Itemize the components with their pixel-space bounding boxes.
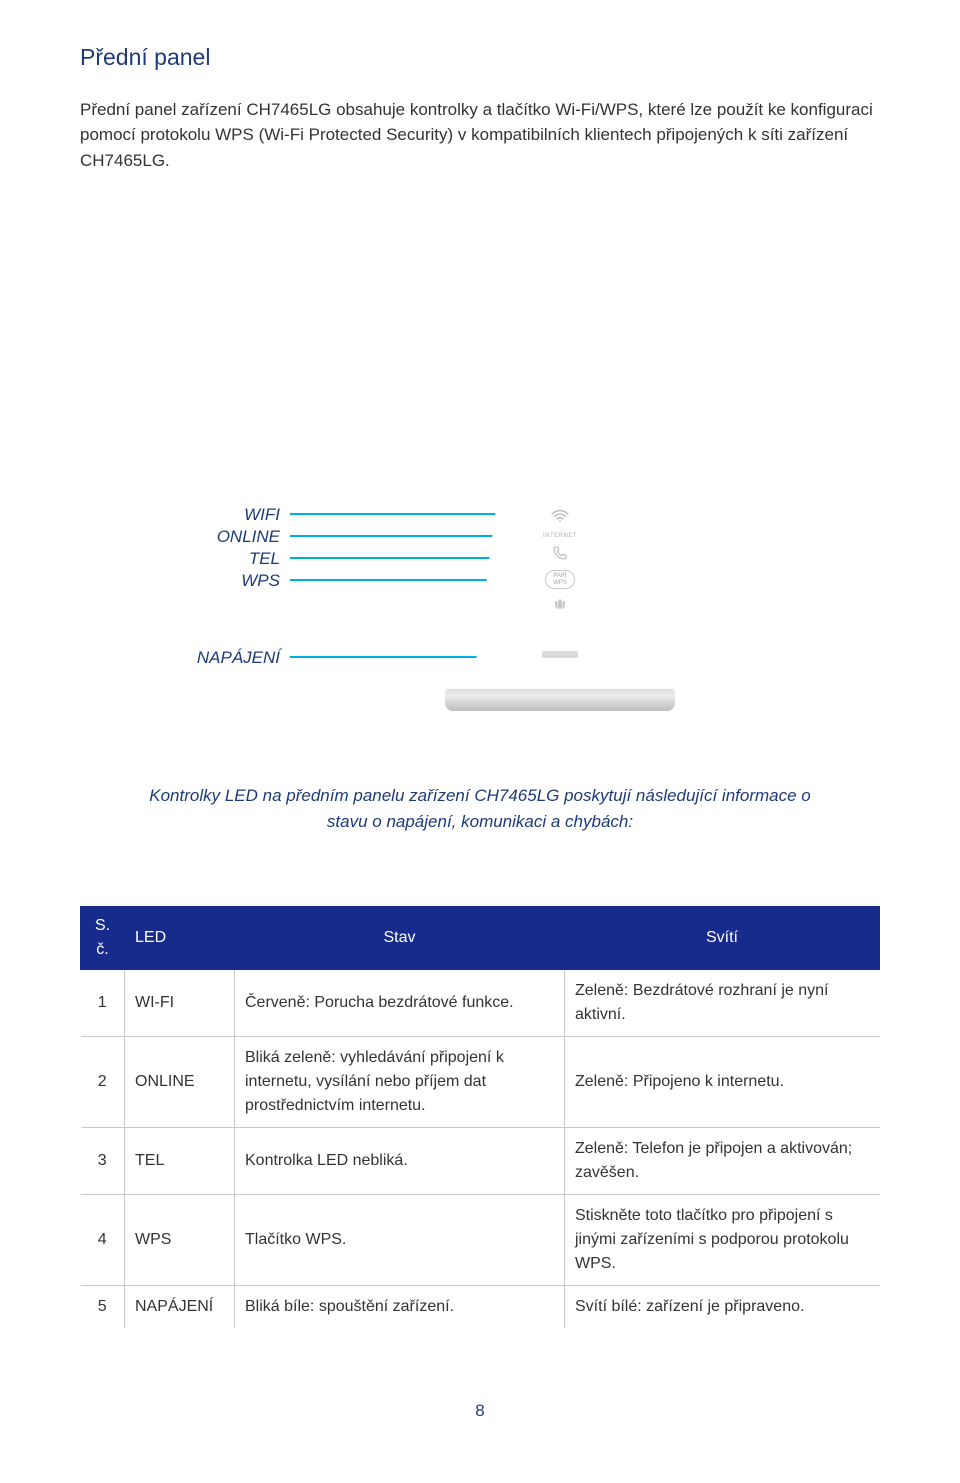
th-sviti: Svítí xyxy=(565,906,880,969)
th-stav: Stav xyxy=(235,906,565,969)
intro-paragraph: Přední panel zařízení CH7465LG obsahuje … xyxy=(80,97,880,174)
pair-wps-button: PAIRWPS xyxy=(535,570,585,589)
cell-sviti: Zeleně: Bezdrátové rozhraní je nyní akti… xyxy=(565,969,880,1036)
brand-icon xyxy=(535,595,585,615)
table-row: 3 TEL Kontrolka LED nebliká. Zeleně: Tel… xyxy=(81,1127,880,1194)
wifi-icon xyxy=(535,509,585,527)
cell-led: TEL xyxy=(125,1127,235,1194)
table-row: 4 WPS Tlačítko WPS. Stiskněte toto tlačí… xyxy=(81,1194,880,1285)
label-napajeni: NAPÁJENÍ xyxy=(130,645,280,671)
cell-led: WPS xyxy=(125,1194,235,1285)
page-number: 8 xyxy=(80,1398,880,1424)
cell-stav: Tlačítko WPS. xyxy=(235,1194,565,1285)
label-wps: WPS xyxy=(130,568,280,594)
cell-stav: Bliká bíle: spouštění zařízení. xyxy=(235,1285,565,1328)
device-body xyxy=(455,213,665,698)
cell-sviti: Stiskněte toto tlačítko pro připojení s … xyxy=(565,1194,880,1285)
cell-led: ONLINE xyxy=(125,1036,235,1127)
th-num: S. č. xyxy=(81,906,125,969)
cell-num: 1 xyxy=(81,969,125,1036)
cell-num: 2 xyxy=(81,1036,125,1127)
device-icon-panel: INTERNET PAIRWPS xyxy=(535,503,585,621)
led-caption: Kontrolky LED na předním panelu zařízení… xyxy=(130,783,830,836)
cell-sviti: Zeleně: Připojeno k internetu. xyxy=(565,1036,880,1127)
internet-label: INTERNET xyxy=(535,533,585,539)
th-led: LED xyxy=(125,906,235,969)
page-heading: Přední panel xyxy=(80,40,880,75)
cell-stav: Kontrolka LED nebliká. xyxy=(235,1127,565,1194)
cell-num: 4 xyxy=(81,1194,125,1285)
cell-num: 3 xyxy=(81,1127,125,1194)
table-row: 5 NAPÁJENÍ Bliká bíle: spouštění zařízen… xyxy=(81,1285,880,1328)
table-row: 2 ONLINE Bliká zeleně: vyhledávání připo… xyxy=(81,1036,880,1127)
cell-led: WI-FI xyxy=(125,969,235,1036)
table-row: 1 WI-FI Červeně: Porucha bezdrátové funk… xyxy=(81,969,880,1036)
cell-num: 5 xyxy=(81,1285,125,1328)
phone-icon xyxy=(535,545,585,564)
device-diagram: WIFI ONLINE TEL WPS NAPÁJENÍ INTERNET PA xyxy=(80,213,880,733)
cell-stav: Bliká zeleně: vyhledávání připojení k in… xyxy=(235,1036,565,1127)
device-base xyxy=(445,689,675,711)
led-table: S. č. LED Stav Svítí 1 WI-FI Červeně: Po… xyxy=(80,906,880,1328)
power-led-icon xyxy=(542,651,578,658)
cell-stav: Červeně: Porucha bezdrátové funkce. xyxy=(235,969,565,1036)
cell-sviti: Zeleně: Telefon je připojen a aktivován;… xyxy=(565,1127,880,1194)
cell-led: NAPÁJENÍ xyxy=(125,1285,235,1328)
cell-sviti: Svítí bílé: zařízení je připraveno. xyxy=(565,1285,880,1328)
device-illustration: INTERNET PAIRWPS xyxy=(450,213,670,713)
